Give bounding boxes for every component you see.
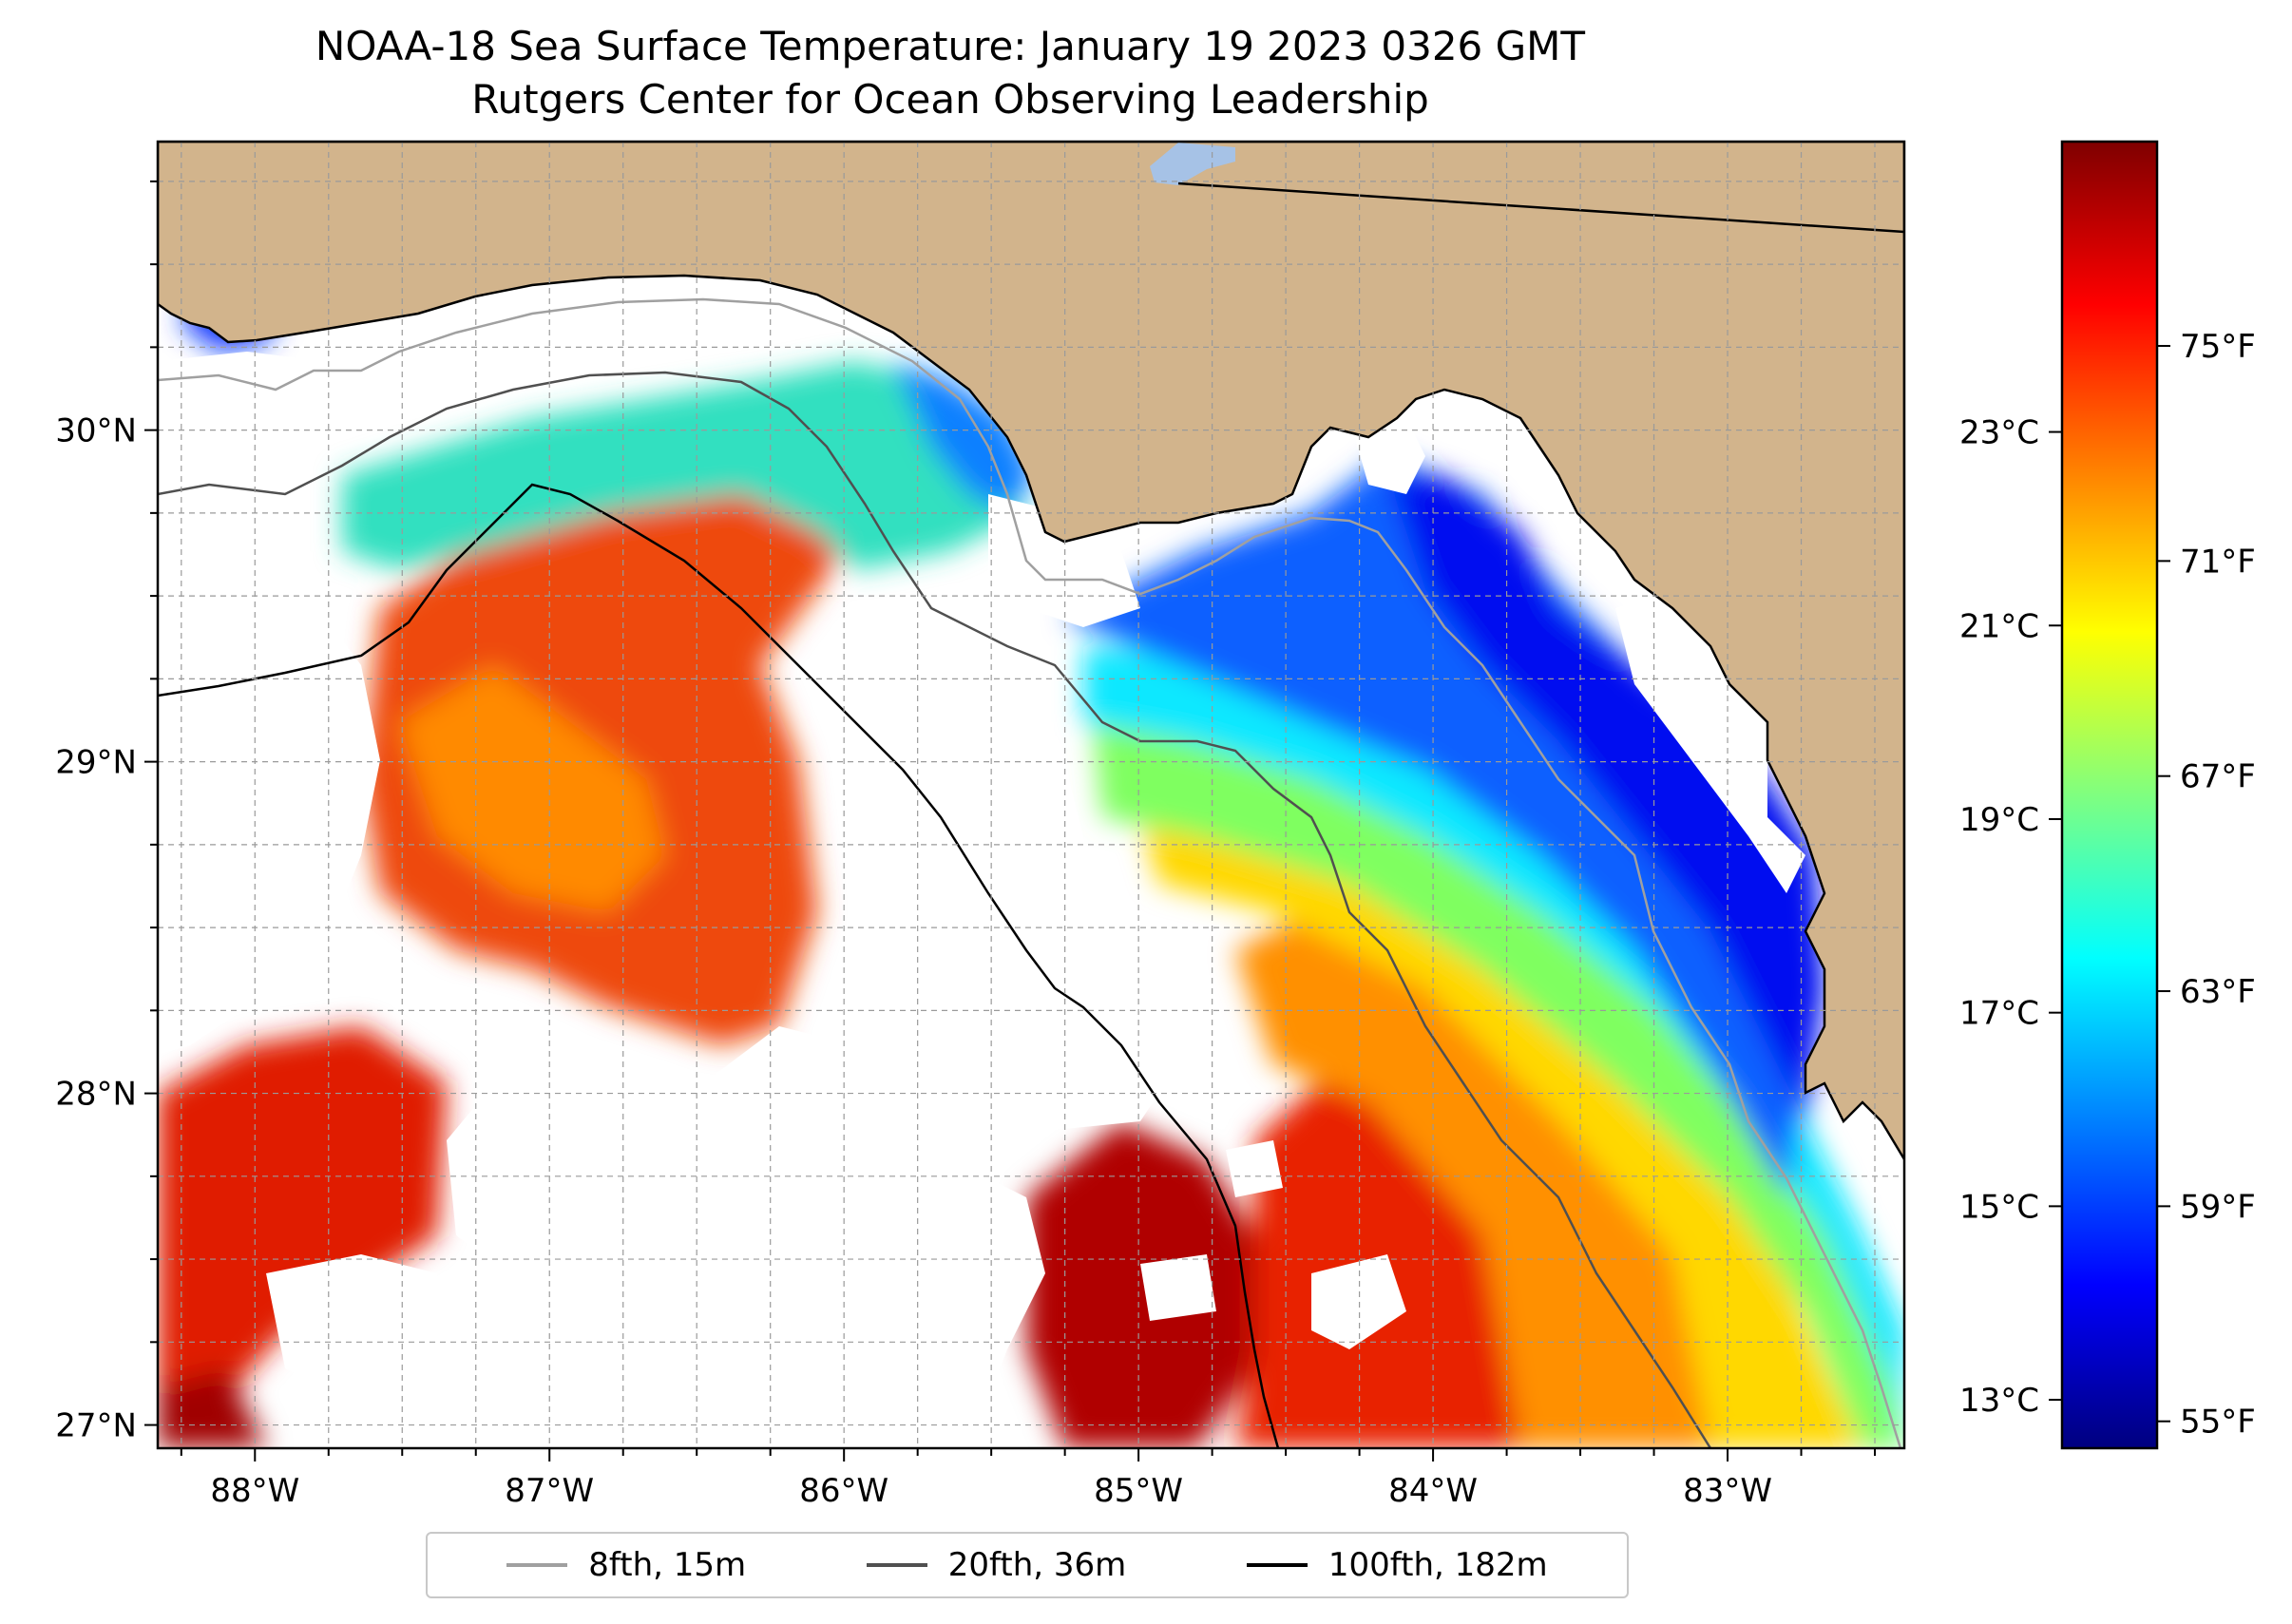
sst-shelf-green [1093, 722, 1904, 1448]
celsius-tick-label: 19°C [1959, 801, 2039, 839]
legend-line-icon [866, 1563, 927, 1567]
isobath-legend: 8fth, 15m 20fth, 36m 100fth, 182m [426, 1532, 1629, 1598]
celsius-tick-label: 21°C [1959, 607, 2039, 645]
legend-item-100fth: 100fth, 182m [1246, 1546, 1548, 1584]
sst-southwest-red [158, 1026, 447, 1448]
fahrenheit-tick-label: 55°F [2180, 1404, 2256, 1442]
map-subtitle: Rutgers Center for Ocean Observing Leade… [471, 76, 1429, 123]
colorbar-fahrenheit-axis: 55°F 59°F 63°F 67°F 71°F 75°F [2157, 328, 2256, 1442]
legend-item-20fth: 20fth, 36m [866, 1546, 1127, 1584]
sst-bigbend-darkblue [1387, 475, 1824, 1121]
fahrenheit-tick-label: 75°F [2180, 328, 2256, 366]
lon-tick-label: 85°W [1094, 1472, 1183, 1510]
state-border [1177, 182, 1904, 234]
sst-field [158, 219, 1904, 1448]
sst-panhandle-cyan [342, 361, 1026, 570]
land-mass [158, 142, 1904, 1162]
sst-west-warm-region [361, 437, 855, 1045]
legend-line-icon [506, 1563, 568, 1567]
longitude-axis: 88°W 87°W 86°W 85°W 84°W 83°W [180, 1448, 1877, 1510]
legend-item-8fth: 8fth, 15m [506, 1546, 746, 1584]
sst-map-panel [158, 142, 1904, 1448]
map-frame [156, 140, 1906, 1450]
lon-tick-label: 84°W [1388, 1472, 1478, 1510]
lat-tick-label: 29°N [55, 744, 137, 782]
cloud-mask-cedar-key [1615, 589, 1805, 893]
lat-tick-label: 28°N [55, 1076, 137, 1114]
isobath-100fth [158, 483, 1280, 1448]
isobath-8fth [158, 297, 1902, 1448]
sst-south-darkred [1026, 1121, 1254, 1448]
lat-tick-label: 27°N [55, 1407, 137, 1445]
sst-southwest-darkred [158, 1368, 266, 1448]
fahrenheit-tick-label: 59°F [2180, 1188, 2256, 1226]
lon-tick-label: 86°W [799, 1472, 888, 1510]
colorbar-celsius-axis: 13°C 15°C 17°C 19°C 21°C 23°C [1959, 414, 2062, 1420]
lat-tick-label: 30°N [55, 412, 137, 450]
fahrenheit-tick-label: 67°F [2180, 758, 2256, 796]
celsius-tick-label: 17°C [1959, 995, 2039, 1033]
map-title: NOAA-18 Sea Surface Temperature: January… [315, 23, 1586, 69]
celsius-tick-label: 13°C [1959, 1382, 2039, 1420]
cloud-mask-nearshore-central [988, 494, 1140, 627]
lon-tick-label: 83°W [1683, 1472, 1772, 1510]
legend-label: 20fth, 36m [947, 1546, 1127, 1584]
gridlines [158, 142, 1904, 1448]
celsius-tick-label: 15°C [1959, 1188, 2039, 1226]
legend-label: 100fth, 182m [1327, 1546, 1548, 1584]
latitude-axis: 27°N 28°N 29°N 30°N [55, 180, 158, 1445]
cloud-mask-open-gulf [817, 665, 1178, 1140]
cloud-mask-south-patches [1140, 1140, 1406, 1349]
celsius-tick-label: 23°C [1959, 414, 2039, 452]
lon-tick-label: 88°W [210, 1472, 299, 1510]
fahrenheit-tick-label: 63°F [2180, 973, 2256, 1011]
sst-shelf-yellow [1140, 817, 1862, 1448]
colorbar [2060, 140, 2159, 1450]
cloud-mask [158, 352, 1805, 1425]
lake-seminole [1150, 143, 1235, 185]
sst-west-orange-core [399, 665, 665, 912]
cloud-mask-southwest [266, 1254, 447, 1397]
legend-label: 8fth, 15m [588, 1546, 747, 1584]
legend-line-icon [1246, 1563, 1308, 1567]
cloud-mask-central [447, 1026, 1045, 1397]
sst-south-orange [1235, 893, 1710, 1448]
fahrenheit-tick-label: 71°F [2180, 543, 2256, 581]
isobath-20fth [158, 371, 1712, 1448]
lon-tick-label: 87°W [505, 1472, 594, 1510]
cloud-mask-southwest-2 [532, 1302, 855, 1425]
cloud-mask-nearshore-west [158, 352, 361, 513]
sst-bigbend-blue [1064, 456, 1805, 1197]
